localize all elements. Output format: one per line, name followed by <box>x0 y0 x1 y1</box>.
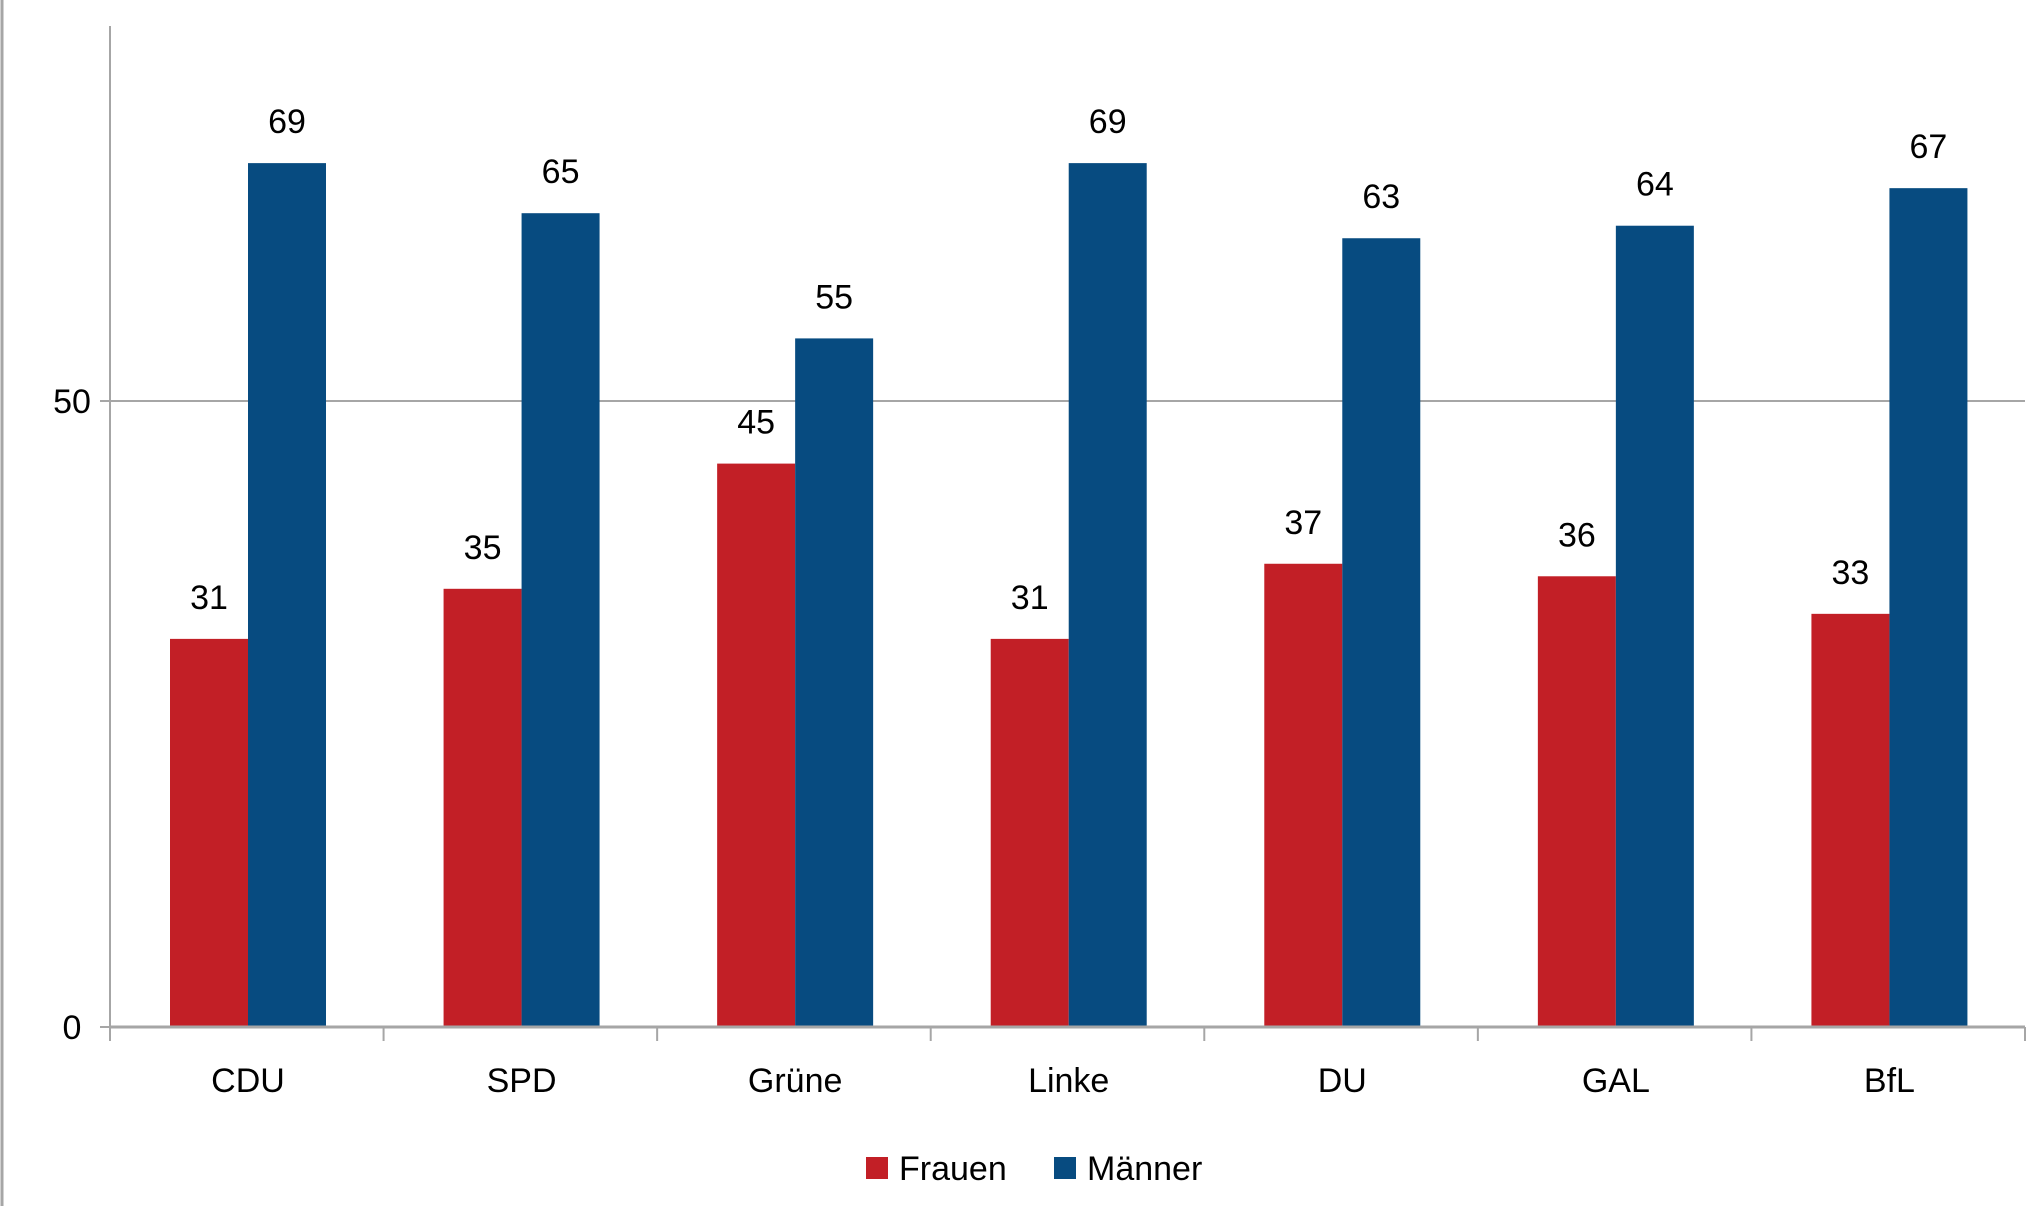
bar-frauen-du <box>1264 563 1343 1027</box>
bar-männer-du <box>1342 238 1421 1028</box>
legend-label: Männer <box>1087 1150 1202 1188</box>
x-tick-label: GAL <box>1582 1062 1650 1100</box>
data-label: 31 <box>1011 579 1049 617</box>
x-tick-label: CDU <box>211 1062 285 1100</box>
bar-männer-bfl <box>1889 188 1968 1027</box>
data-label: 45 <box>737 404 775 442</box>
bar-frauen-linke <box>990 638 1069 1027</box>
x-tick-label: DU <box>1318 1062 1367 1100</box>
bar-männer-cdu <box>248 163 326 1027</box>
data-label: 65 <box>542 153 580 191</box>
x-tick-label: BfL <box>1864 1062 1915 1100</box>
bar-frauen-cdu <box>170 638 248 1027</box>
y-tick-label: 0 <box>63 1009 82 1047</box>
data-label: 63 <box>1362 178 1400 216</box>
legend-swatch-männer <box>1054 1157 1076 1179</box>
bar-frauen-gal <box>1537 576 1616 1027</box>
data-label: 33 <box>1832 554 1870 592</box>
bar-frauen-spd <box>443 588 522 1027</box>
data-label: 67 <box>1910 128 1948 166</box>
data-label: 35 <box>464 529 502 567</box>
legend-label: Frauen <box>899 1150 1007 1188</box>
x-tick-label: SPD <box>487 1062 557 1100</box>
bar-männer-grüne <box>795 338 874 1027</box>
legend: Frauen Männer <box>866 1150 1202 1188</box>
x-tick-label: Grüne <box>748 1062 843 1100</box>
data-label: 64 <box>1636 166 1674 204</box>
data-label: 31 <box>190 579 228 617</box>
legend-swatch-frauen <box>866 1157 888 1179</box>
x-tick-label: Linke <box>1028 1062 1109 1100</box>
data-label: 55 <box>815 278 853 316</box>
bar-männer-spd <box>521 213 600 1027</box>
bar-frauen-bfl <box>1811 613 1890 1027</box>
data-label: 36 <box>1558 516 1596 554</box>
bar-männer-linke <box>1068 163 1147 1027</box>
data-label: 37 <box>1284 504 1322 542</box>
y-tick-label: 50 <box>53 383 91 421</box>
bar-frauen-grüne <box>717 463 796 1028</box>
data-label: 69 <box>1089 103 1127 141</box>
bar-männer-gal <box>1615 225 1694 1028</box>
data-label: 69 <box>268 103 306 141</box>
